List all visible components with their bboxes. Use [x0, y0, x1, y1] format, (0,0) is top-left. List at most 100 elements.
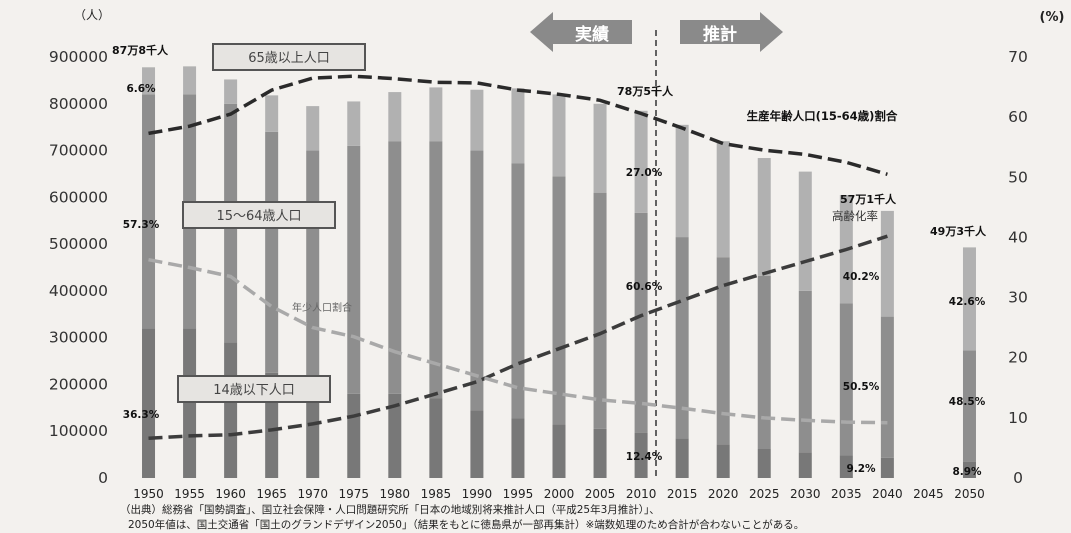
- x-tick-label: 1955: [174, 487, 205, 500]
- source-note-line2: 2050年値は、国土交通省「国土のグランドデザイン2050」（結果をもとに徳島県…: [128, 519, 805, 531]
- percent-label: 9.2%: [846, 463, 876, 475]
- bar-segment-working: [757, 275, 771, 449]
- percent-label: 6.6%: [126, 83, 156, 95]
- bar-segment-working: [142, 94, 156, 329]
- x-tick-label: 2020: [708, 487, 739, 500]
- bar-segment-working: [634, 212, 648, 433]
- bar-segment-elderly: [552, 94, 566, 177]
- chart-background: [0, 0, 1071, 500]
- x-tick-label: 1950: [133, 487, 164, 500]
- bar-segment-working: [265, 131, 279, 373]
- bar-total-label: 78万5千人: [617, 84, 674, 98]
- bar-segment-elderly: [470, 89, 484, 151]
- bar-segment-elderly: [224, 79, 238, 104]
- bar-segment-working: [511, 163, 525, 419]
- bar-segment-young: [757, 448, 771, 478]
- right-tick-label: 0: [1013, 469, 1023, 487]
- bar-segment-working: [839, 303, 853, 456]
- left-tick-label: 300000: [49, 329, 108, 347]
- percent-label: 40.2%: [843, 271, 880, 283]
- left-tick-label: 200000: [49, 375, 108, 393]
- x-tick-label: 2025: [749, 487, 780, 500]
- percent-label: 12.4%: [626, 451, 663, 463]
- bar-segment-elderly: [511, 88, 525, 164]
- bar-segment-working: [962, 350, 976, 462]
- bar-segment-young: [142, 328, 156, 478]
- line-aging-rate: [148, 234, 888, 441]
- percent-label: 50.5%: [843, 381, 880, 393]
- bar-segment-young: [388, 393, 402, 478]
- x-tick-label: 1970: [297, 487, 328, 500]
- line-label-aging-rate: 高齢化率: [832, 209, 878, 223]
- left-tick-label: 100000: [49, 422, 108, 440]
- left-tick-label: 0: [98, 469, 108, 487]
- x-tick-label: 2000: [544, 487, 575, 500]
- bar-segment-elderly: [757, 158, 771, 276]
- bar-segment-working: [675, 237, 689, 439]
- legend-box: [182, 201, 336, 229]
- left-tick-label: 900000: [49, 48, 108, 66]
- legend-box: [177, 375, 331, 403]
- bar-segment-working: [347, 145, 361, 394]
- bar-segment-young: [593, 428, 607, 478]
- right-tick-label: 60: [1008, 108, 1028, 126]
- right-tick-label: 70: [1008, 48, 1028, 66]
- bar-segment-young: [306, 391, 320, 478]
- bar-segment-elderly: [716, 141, 730, 258]
- bar-segment-working: [593, 192, 607, 429]
- right-tick-label: 20: [1008, 349, 1028, 367]
- x-tick-label: 2030: [790, 487, 821, 500]
- left-tick-label: 600000: [49, 188, 108, 206]
- left-tick-label: 500000: [49, 235, 108, 253]
- source-note-line1: （出典）総務省「国勢調査」、国立社会保障・人口問題研究所「日本の地域別将来推計人…: [120, 504, 660, 516]
- bar-segment-elderly: [347, 101, 361, 146]
- right-tick-label: 40: [1008, 228, 1028, 246]
- bar-segment-young: [962, 461, 976, 478]
- bar-segment-working: [429, 141, 443, 399]
- bar-total-label: 57万1千人: [840, 192, 897, 206]
- bar-segment-young: [798, 452, 812, 478]
- percent-label: 60.6%: [626, 281, 663, 293]
- bar-segment-elderly: [388, 92, 402, 142]
- right-tick-label: 10: [1008, 409, 1028, 427]
- bar-segment-elderly: [798, 171, 812, 291]
- bar-segment-elderly: [962, 247, 976, 351]
- right-tick-label: 30: [1008, 289, 1028, 307]
- bar-segment-young: [511, 418, 525, 478]
- actual-arrow: [530, 12, 632, 52]
- x-tick-label: 2045: [913, 487, 944, 500]
- percent-label: 48.5%: [949, 396, 986, 408]
- bar-segment-working: [306, 150, 320, 392]
- x-tick-label: 2035: [831, 487, 862, 500]
- left-axis-unit: （人）: [74, 8, 110, 22]
- bar-segment-young: [429, 398, 443, 478]
- legend-box-label: 15～64歳人口: [216, 209, 301, 224]
- bar-segment-working: [470, 150, 484, 411]
- bar-segment-young: [552, 424, 566, 478]
- bar-segment-elderly: [634, 110, 648, 213]
- x-tick-label: 2010: [626, 487, 657, 500]
- forecast-arrow: [680, 12, 783, 52]
- x-tick-label: 1985: [421, 487, 452, 500]
- bar-segment-young: [347, 393, 361, 478]
- line-youth-ratio: [148, 257, 888, 425]
- bar-segment-young: [224, 342, 238, 478]
- legend-box-label: 65歳以上人口: [248, 51, 330, 66]
- bar-segment-elderly: [306, 106, 320, 151]
- left-tick-label: 800000: [49, 95, 108, 113]
- bar-segment-working: [880, 316, 894, 458]
- left-tick-label: 400000: [49, 282, 108, 300]
- legend-box-label: 14歳以下人口: [213, 383, 295, 398]
- x-tick-label: 1980: [380, 487, 411, 500]
- bar-segment-young: [470, 410, 484, 478]
- right-tick-label: 50: [1008, 168, 1028, 186]
- bar-segment-elderly: [265, 95, 279, 132]
- x-tick-label: 1960: [215, 487, 246, 500]
- bar-total-label: 49万3千人: [930, 224, 987, 238]
- percent-label: 42.6%: [949, 296, 986, 308]
- line-label-working-age: 生産年齢人口(15-64歳)割合: [747, 109, 898, 123]
- line-label-youth-ratio: 年少人口割合: [292, 301, 352, 314]
- bar-segment-elderly: [675, 124, 689, 238]
- right-axis-unit: (%): [1040, 10, 1065, 25]
